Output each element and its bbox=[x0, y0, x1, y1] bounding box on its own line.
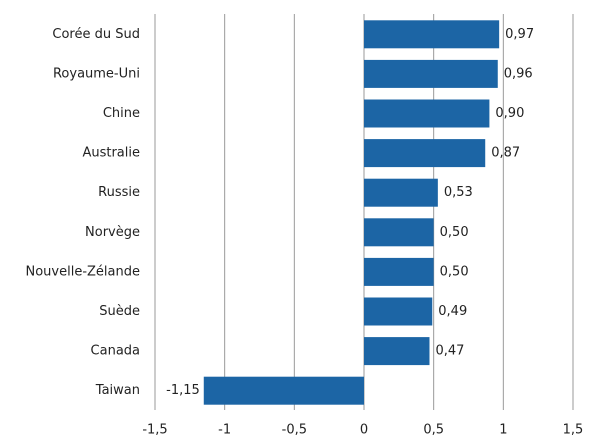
data-label: 0,96 bbox=[504, 66, 533, 81]
y-tick-label: Chine bbox=[103, 106, 140, 121]
y-tick-label: Russie bbox=[98, 185, 140, 200]
y-tick-label: Taiwan bbox=[95, 383, 140, 398]
x-tick-label: 1 bbox=[499, 423, 507, 438]
y-tick-label: Canada bbox=[91, 344, 140, 359]
bar bbox=[364, 99, 490, 128]
bar bbox=[364, 139, 486, 168]
y-tick-label: Suède bbox=[99, 304, 140, 319]
x-tick-label: -1,5 bbox=[142, 423, 167, 438]
x-tick-label: 0 bbox=[360, 423, 368, 438]
x-tick-label: -0,5 bbox=[282, 423, 307, 438]
y-tick-label: Corée du Sud bbox=[52, 27, 140, 42]
bar bbox=[364, 59, 498, 88]
bar bbox=[364, 257, 434, 286]
x-tick-label: 1,5 bbox=[563, 423, 584, 438]
data-label: 0,87 bbox=[491, 146, 520, 161]
bar bbox=[364, 337, 430, 366]
data-label: 0,50 bbox=[440, 225, 469, 240]
data-label: 0,53 bbox=[444, 185, 473, 200]
data-label: 0,49 bbox=[438, 304, 467, 319]
data-label: -1,15 bbox=[166, 383, 200, 398]
data-label: 0,47 bbox=[435, 344, 464, 359]
bar bbox=[364, 20, 500, 49]
data-label: 0,97 bbox=[505, 27, 534, 42]
data-label: 0,90 bbox=[495, 106, 524, 121]
y-tick-label: Norvège bbox=[85, 225, 140, 240]
y-tick-label: Royaume-Uni bbox=[53, 66, 140, 81]
y-tick-label: Nouvelle-Zélande bbox=[26, 264, 141, 279]
bar bbox=[364, 297, 433, 326]
y-tick-label: Australie bbox=[82, 146, 140, 161]
x-tick-label: -1 bbox=[218, 423, 231, 438]
bar bbox=[364, 178, 438, 207]
bar bbox=[203, 376, 364, 405]
x-tick-label: 0,5 bbox=[423, 423, 444, 438]
data-label: 0,50 bbox=[440, 264, 469, 279]
bar bbox=[364, 218, 434, 247]
